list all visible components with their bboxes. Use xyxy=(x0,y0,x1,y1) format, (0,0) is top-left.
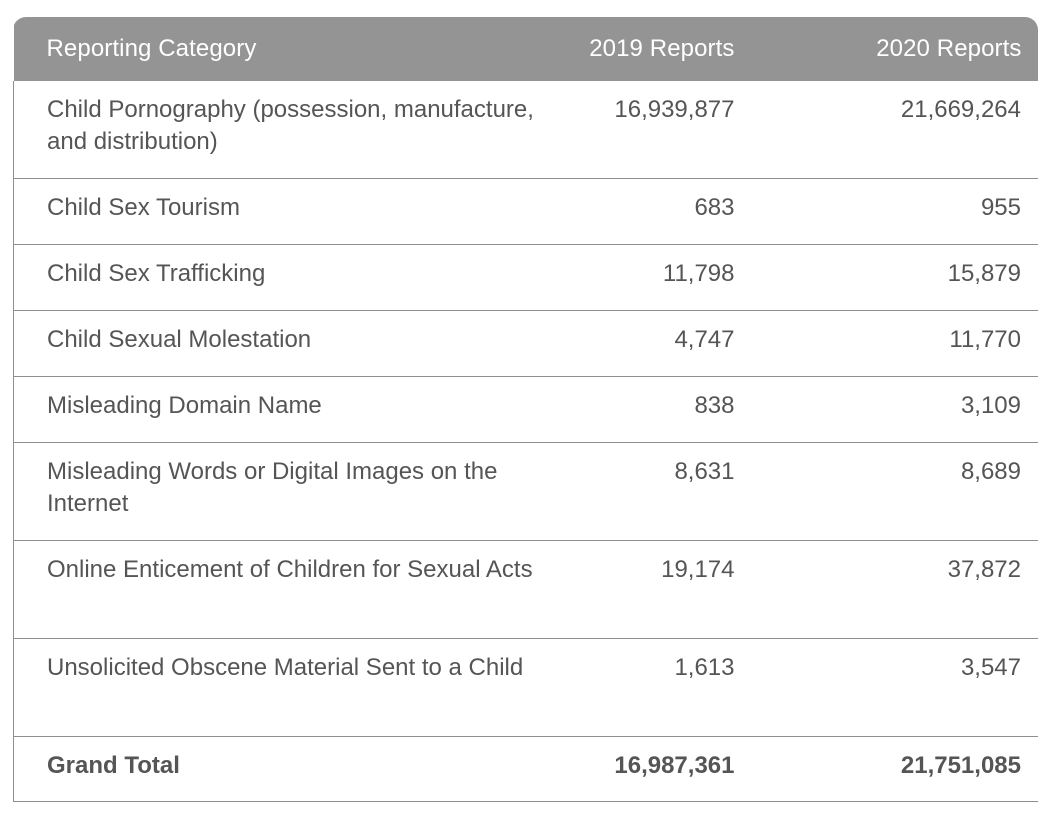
header-2020-reports: 2020 Reports xyxy=(876,35,1022,62)
value-2020-cell: 21,669,264 xyxy=(751,81,1038,179)
value-2020-cell: 3,109 xyxy=(751,376,1038,443)
header-row: Reporting Category 2019 Reports 2020 Rep… xyxy=(13,17,1038,81)
category-cell: Child Sexual Molestation xyxy=(13,310,552,377)
value-2019-cell: 838 xyxy=(551,376,752,443)
value-2020-cell: 37,872 xyxy=(751,540,1038,639)
category-cell: Misleading Words or Digital Images on th… xyxy=(13,442,552,541)
value-2020-cell: 8,689 xyxy=(751,442,1038,541)
value-2019-cell: 11,798 xyxy=(551,244,752,311)
category-cell: Misleading Domain Name xyxy=(13,376,552,443)
reports-table: Reporting Category 2019 Reports 2020 Rep… xyxy=(13,17,1038,802)
table-row: Misleading Domain Name 838 3,109 xyxy=(13,376,1038,443)
table-row: Child Sex Trafficking 11,798 15,879 xyxy=(13,244,1038,311)
category-cell: Child Pornography (possession, manufactu… xyxy=(13,81,552,179)
table-body: Child Pornography (possession, manufactu… xyxy=(13,81,1038,802)
value-2020-cell: 11,770 xyxy=(751,310,1038,377)
table-row: Misleading Words or Digital Images on th… xyxy=(13,442,1038,541)
category-cell: Child Sex Trafficking xyxy=(13,244,552,311)
header-reporting-category: Reporting Category xyxy=(46,35,257,62)
value-2019-cell: 8,631 xyxy=(551,442,752,541)
value-2019-cell: 683 xyxy=(551,178,752,245)
header-2019-reports: 2019 Reports xyxy=(589,35,735,62)
table-header: Reporting Category 2019 Reports 2020 Rep… xyxy=(13,17,1038,81)
value-2019-cell: 19,174 xyxy=(551,540,752,639)
category-cell: Child Sex Tourism xyxy=(13,178,552,245)
table-row: Child Sex Tourism 683 955 xyxy=(13,178,1038,245)
grand-total-label: Grand Total xyxy=(13,736,552,802)
value-2019-cell: 4,747 xyxy=(551,310,752,377)
grand-total-row: Grand Total 16,987,361 21,751,085 xyxy=(13,736,1038,802)
value-2020-cell: 955 xyxy=(751,178,1038,245)
reports-table-container: Reporting Category 2019 Reports 2020 Rep… xyxy=(13,17,1038,802)
grand-total-2019: 16,987,361 xyxy=(551,736,752,802)
table-row: Online Enticement of Children for Sexual… xyxy=(13,540,1038,639)
table-row: Child Sexual Molestation 4,747 11,770 xyxy=(13,310,1038,377)
table-row: Unsolicited Obscene Material Sent to a C… xyxy=(13,638,1038,737)
value-2019-cell: 16,939,877 xyxy=(551,81,752,179)
table-row: Child Pornography (possession, manufactu… xyxy=(13,81,1038,179)
value-2020-cell: 3,547 xyxy=(751,638,1038,737)
grand-total-2020: 21,751,085 xyxy=(751,736,1038,802)
category-cell: Unsolicited Obscene Material Sent to a C… xyxy=(13,638,552,737)
value-2020-cell: 15,879 xyxy=(751,244,1038,311)
category-cell: Online Enticement of Children for Sexual… xyxy=(13,540,552,639)
value-2019-cell: 1,613 xyxy=(551,638,752,737)
